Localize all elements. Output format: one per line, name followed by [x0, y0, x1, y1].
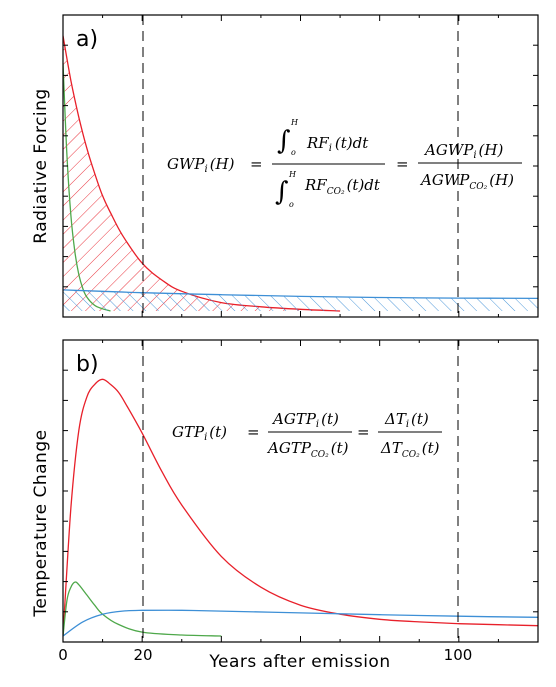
eq-gtp-mid-num: AGTP [271, 410, 317, 428]
eq-num-arg: (t)dt [335, 134, 369, 152]
eq-lower-num: o [291, 148, 296, 157]
eq-gtp-lhs-sub: i [204, 432, 207, 443]
eq-rhs-num-arg: (H) [479, 141, 504, 159]
eq-gtp-equals-2: = [357, 423, 370, 441]
eq-gtp-mid-num-sub: i [316, 419, 319, 430]
panel-a-label: a) [76, 27, 98, 52]
gtp-equation: GTPi (t) = AGTPi (t) AGTPCO₂ (t) = ΔTi (t) Δ… [172, 410, 442, 460]
eq-integral-num: ∫ [277, 126, 291, 156]
panel-a-blue-series-line [63, 289, 538, 300]
eq-gtp-rhs-num: ΔT [384, 410, 407, 428]
svg-text:RFi(t)dt: RFi (t)dt [306, 134, 369, 154]
eq-upper-den: H [288, 170, 297, 179]
eq-rhs-num: AGWP [423, 141, 474, 159]
eq-integral-den: ∫ [275, 177, 289, 207]
svg-text:GWPi(H): GWPi (H) [167, 155, 235, 175]
panel-b-ylabel: Temperature Change [31, 429, 51, 617]
eq-gtp-rhs-num-arg: (t) [411, 410, 429, 428]
panel-b-red-series-line [63, 378, 538, 637]
eq-den-rf: RF [304, 176, 327, 194]
panel-a-ylabel: Radiative Forcing [31, 88, 51, 243]
eq-gtp-rhs-num-sub: i [406, 419, 409, 430]
eq-gtp-mid-den-sub: CO₂ [311, 450, 329, 460]
eq-gtp-rhs-den-sub: CO₂ [402, 450, 420, 460]
svg-text:RFCO₂(t)dt: RFCO₂ (t)dt [304, 176, 381, 197]
eq-den-arg: (t)dt [347, 176, 381, 194]
panel-b-ticks [62, 340, 539, 642]
eq-gtp-equals-1: = [247, 423, 260, 441]
eq-gtp-mid-den-arg: (t) [331, 439, 349, 457]
x-tick-label-0: 0 [58, 646, 68, 664]
eq-gtp-rhs-den-arg: (t) [422, 439, 440, 457]
x-tick-label-100: 100 [444, 646, 473, 664]
gwp-equation: GWPi (H) = ∫ H o RFi (t)dt ∫ H o RFCO₂ (t)d… [167, 118, 522, 209]
eq-upper-num: H [290, 118, 299, 127]
svg-text:AGTPi(t): AGTPi (t) [271, 410, 339, 430]
eq-rhs-den-arg: (H) [489, 171, 514, 189]
eq-num-rf-sub: i [329, 143, 332, 154]
eq-num-rf: RF [306, 134, 329, 152]
panel-a-ticks [62, 15, 539, 317]
eq-den-rf-sub: CO₂ [327, 187, 345, 197]
panel-a-red-series-hatch [63, 35, 341, 311]
svg-text:ΔTi(t): ΔTi (t) [384, 410, 429, 430]
eq-gwp-lhs: GWP [167, 155, 205, 173]
panel-b: b) Temperature Change GTPi (t) = AGTPi (t)… [31, 339, 539, 643]
panel-b-blue-series-line [63, 609, 538, 637]
eq-gtp-lhs-arg: (t) [209, 423, 227, 441]
panel-a-plot-area [63, 35, 538, 312]
eq-lower-den: o [289, 200, 294, 209]
eq-rhs-num-sub: i [473, 150, 476, 161]
svg-text:ΔTCO₂(t): ΔTCO₂ (t) [380, 439, 440, 460]
eq-gwp-lhs-sub: i [205, 164, 208, 175]
svg-text:AGWPCO₂(H): AGWPCO₂ (H) [419, 171, 514, 192]
svg-text:AGWPi(H): AGWPi (H) [423, 141, 503, 161]
svg-text:GTPi(t): GTPi (t) [172, 423, 227, 443]
eq-rhs-den: AGWP [419, 171, 470, 189]
eq-gtp-mid-num-arg: (t) [321, 410, 339, 428]
panel-a-blue-series-hatch [63, 289, 538, 311]
eq-equals-1: = [250, 155, 263, 173]
panel-b-frame [62, 339, 539, 643]
eq-gtp-mid-den: AGTP [266, 439, 312, 457]
x-tick-label-20: 20 [133, 646, 152, 664]
eq-gtp-rhs-den: ΔT [380, 439, 403, 457]
eq-gtp-lhs: GTP [172, 423, 205, 441]
panel-b-green-series-line [63, 581, 222, 637]
panel-b-plot-area [63, 378, 538, 637]
eq-gwp-lhs-arg: (H) [210, 155, 235, 173]
x-axis-label: Years after emission [208, 652, 390, 672]
svg-text:AGTPCO₂(t): AGTPCO₂ (t) [266, 439, 349, 460]
panel-a: a) Radiative Forcing GWPi (H) = ∫ H o RFi… [31, 14, 539, 318]
eq-equals-2: = [396, 155, 409, 173]
panel-b-label: b) [76, 352, 99, 377]
eq-rhs-den-sub: CO₂ [469, 182, 487, 192]
